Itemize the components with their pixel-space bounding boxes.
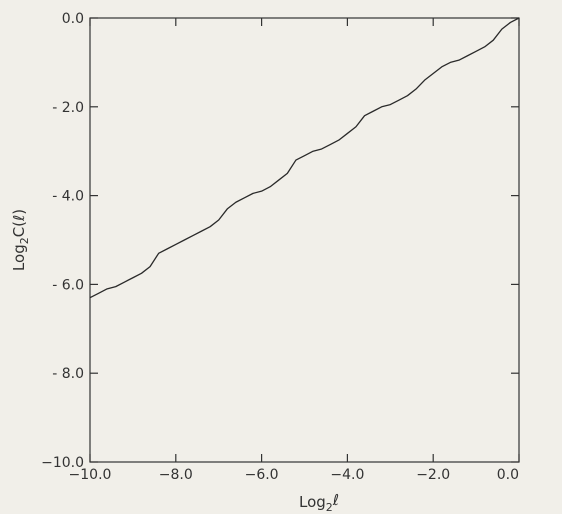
x-tick-label-1: −8.0: [159, 467, 193, 483]
x-tick-label-0: −10.0: [69, 467, 112, 483]
y-tick-label-3: - 6.0: [52, 277, 84, 293]
y-tick-label-4: - 8.0: [52, 366, 84, 382]
plot-frame: [89, 17, 520, 463]
x-axis-title-variable: ℓ: [332, 491, 339, 509]
y-tick-label-2: - 4.0: [52, 189, 84, 205]
x-tick-label-4: −2.0: [416, 467, 450, 483]
x-axis-title: Log2ℓ: [299, 491, 339, 514]
y-axis-title-base: Log: [10, 244, 28, 271]
y-tick-label-1: - 2.0: [52, 100, 84, 116]
y-axis-title-variable: C(ℓ): [10, 209, 28, 237]
y-tick-label-5: −10.0: [41, 455, 84, 471]
y-axis-title: Log2C(ℓ): [10, 209, 31, 271]
x-tick-label-2: −6.0: [245, 467, 279, 483]
y-axis-ticks: 0.0 - 2.0 - 4.0 - 6.0 - 8.0 −10.0: [41, 11, 519, 471]
x-axis-title-subscript: 2: [326, 501, 333, 514]
y-tick-label-0: 0.0: [62, 11, 84, 27]
x-tick-label-5: 0.0: [497, 467, 519, 483]
y-axis-title-subscript: 2: [18, 237, 31, 244]
x-tick-label-3: −4.0: [330, 467, 364, 483]
x-axis-ticks: −10.0 −8.0 −6.0 −4.0 −2.0 0.0: [69, 18, 520, 483]
x-axis-title-base: Log: [299, 493, 326, 511]
series-line: [89, 17, 520, 299]
